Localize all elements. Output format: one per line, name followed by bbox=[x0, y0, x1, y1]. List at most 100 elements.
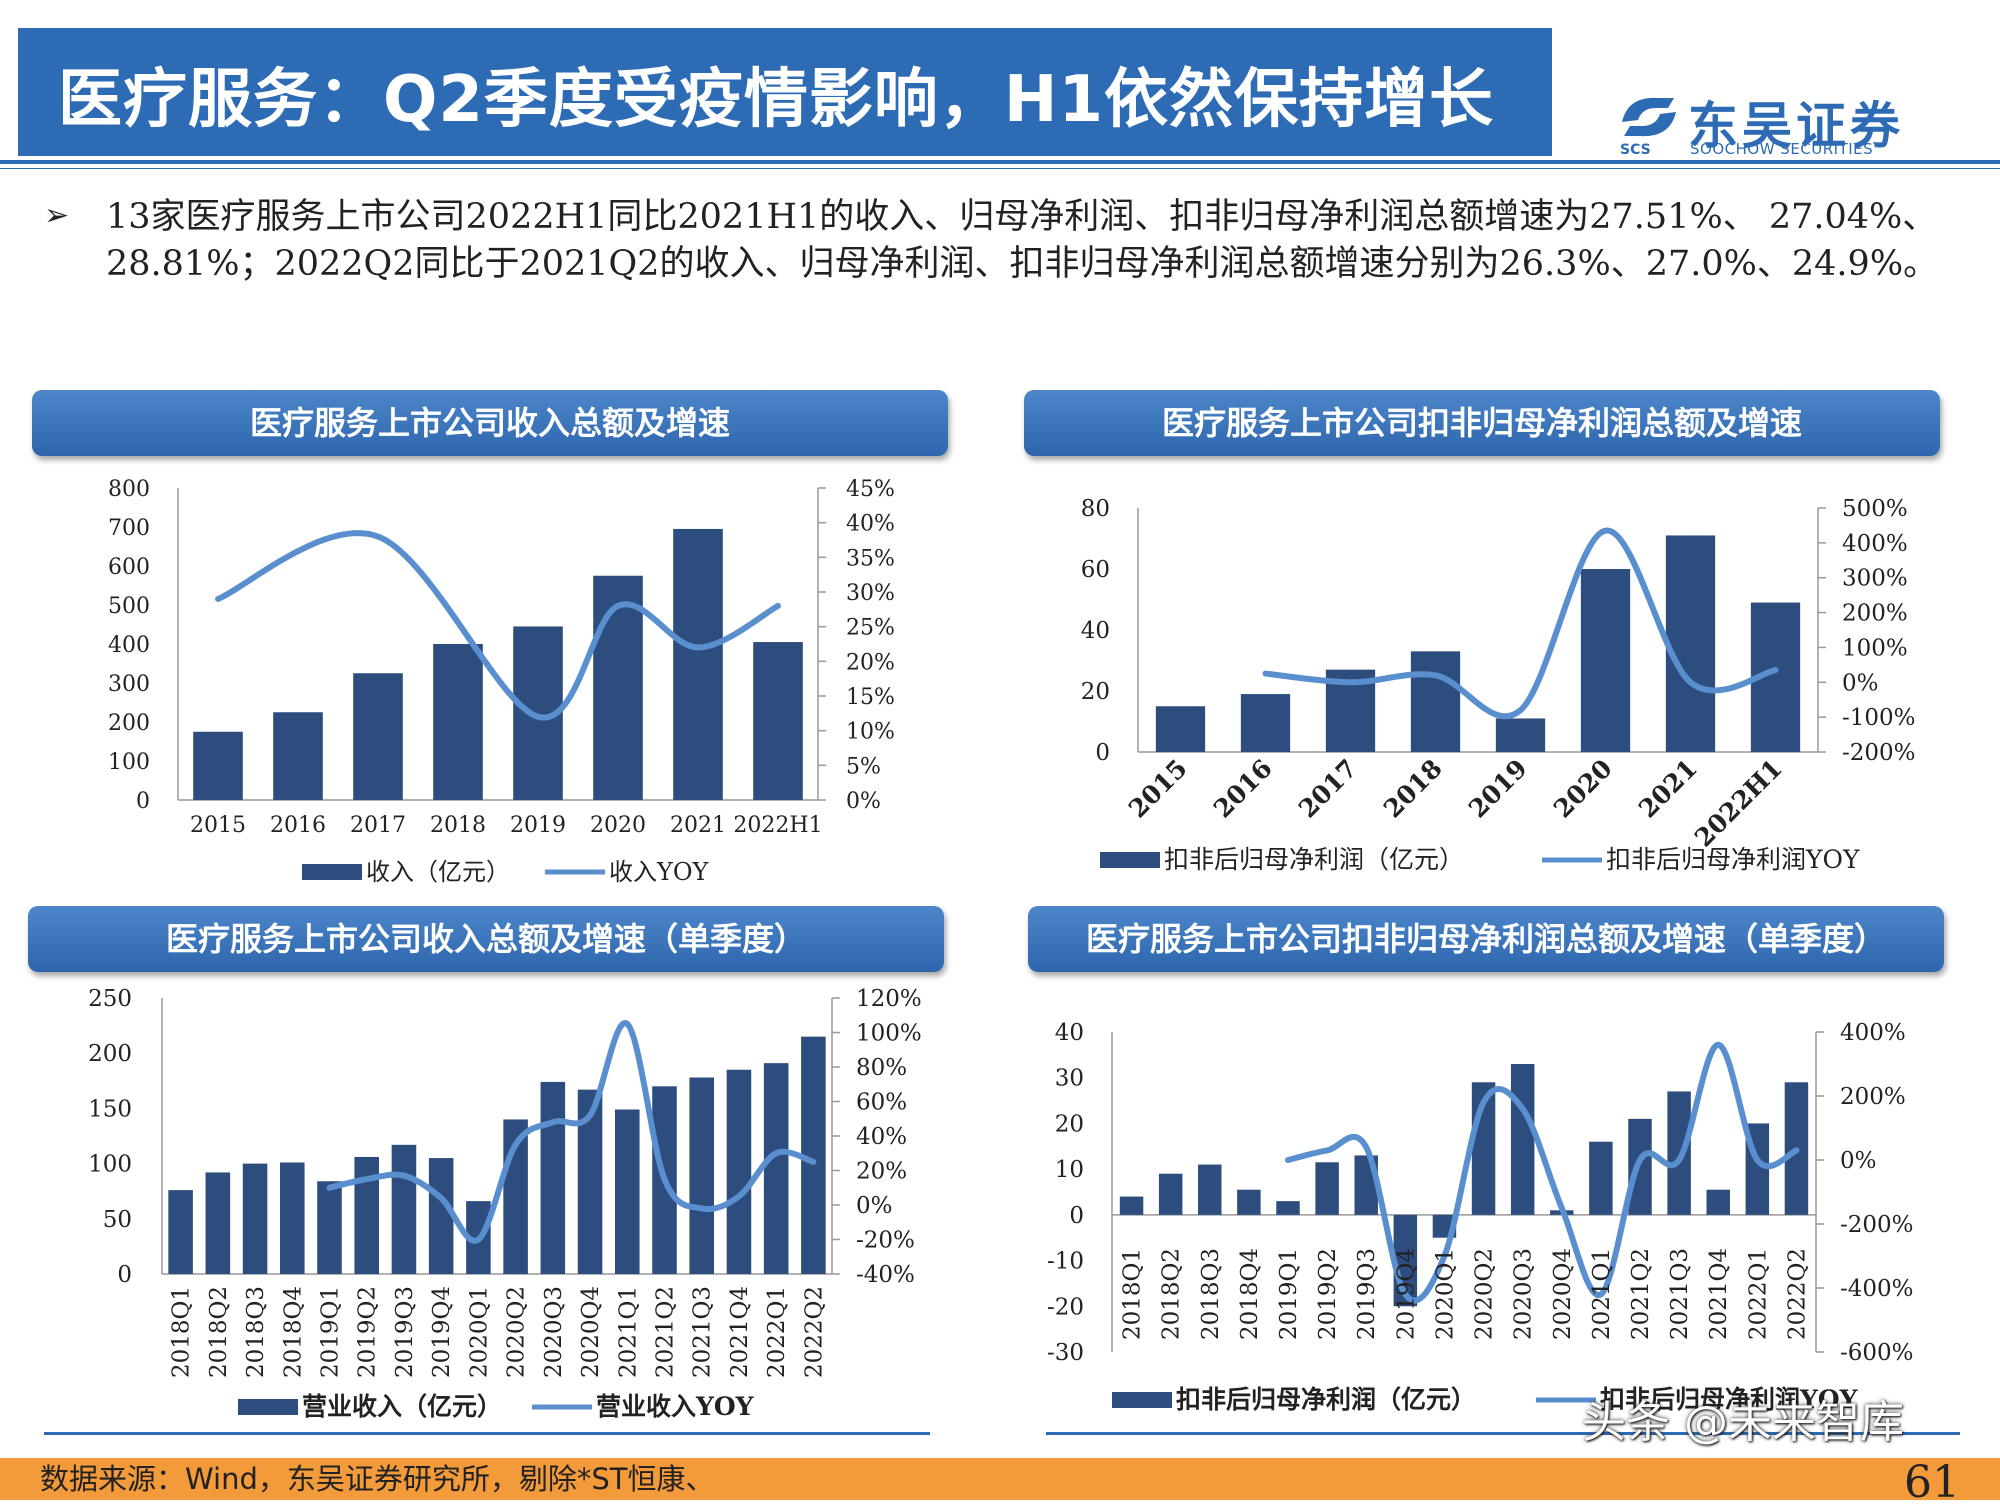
left-tick-label: 30 bbox=[1055, 1066, 1084, 1092]
bar bbox=[1580, 569, 1631, 752]
bar bbox=[353, 673, 403, 800]
bar bbox=[193, 731, 243, 800]
header-rule bbox=[0, 160, 2000, 164]
left-tick-label: -30 bbox=[1047, 1340, 1084, 1366]
left-tick-label: 800 bbox=[108, 477, 150, 502]
category-label: 2019Q3 bbox=[1354, 1248, 1380, 1340]
left-tick-label: 100 bbox=[88, 1152, 132, 1178]
category-label: 2021Q4 bbox=[1706, 1248, 1732, 1340]
category-label: 2018 bbox=[1378, 754, 1448, 824]
left-tick-label: 0 bbox=[1095, 740, 1110, 766]
bar bbox=[242, 1163, 268, 1274]
category-label: 2019Q4 bbox=[1393, 1248, 1419, 1340]
category-label: 2020Q1 bbox=[466, 1286, 492, 1378]
category-label: 2019Q1 bbox=[318, 1286, 344, 1378]
left-tick-label: 50 bbox=[103, 1207, 132, 1233]
chart4-title: 医疗服务上市公司扣非归母净利润总额及增速（单季度） bbox=[1028, 906, 1944, 972]
bar bbox=[205, 1172, 231, 1274]
legend-label: 扣非后归母净利润YOY bbox=[1600, 1385, 1859, 1414]
right-tick-label: 5% bbox=[846, 754, 881, 779]
left-tick-label: 40 bbox=[1055, 1020, 1084, 1046]
left-tick-label: 600 bbox=[108, 555, 150, 580]
right-tick-label: -400% bbox=[1840, 1276, 1914, 1302]
yoy-line bbox=[1262, 527, 1779, 720]
left-tick-label: 100 bbox=[108, 750, 150, 775]
bar bbox=[1276, 1201, 1300, 1215]
category-label: 2020 bbox=[1548, 754, 1618, 824]
bar bbox=[1315, 1162, 1339, 1215]
arrow-bullet-icon: ➢ bbox=[44, 198, 70, 233]
right-tick-label: 80% bbox=[856, 1055, 907, 1081]
right-tick-label: 200% bbox=[1840, 1084, 1906, 1110]
right-tick-label: 0% bbox=[1840, 1148, 1877, 1174]
bar bbox=[1706, 1189, 1730, 1215]
category-label: 2019 bbox=[510, 813, 566, 838]
bar bbox=[593, 575, 643, 800]
left-tick-label: -10 bbox=[1047, 1249, 1084, 1275]
category-label: 2021Q2 bbox=[1628, 1248, 1654, 1340]
left-tick-label: 0 bbox=[136, 789, 150, 814]
logo-name: 东吴证券 bbox=[1688, 97, 1904, 155]
left-tick-label: -20 bbox=[1047, 1294, 1084, 1320]
left-tick-label: 60 bbox=[1081, 557, 1110, 583]
category-label: 2018 bbox=[430, 813, 486, 838]
chart-revenue-annual: 0 100 200 300 400 500 600 700 800 0% 5% 10% 15% 20% 25… bbox=[108, 477, 895, 886]
left-tick-label: 20 bbox=[1055, 1111, 1084, 1137]
left-tick-label: 200 bbox=[108, 711, 150, 736]
bar bbox=[317, 1181, 342, 1274]
page-title: 医疗服务：Q2季度受疫情影响，H1依然保持增长 bbox=[58, 63, 1495, 137]
chart3-title: 医疗服务上市公司收入总额及增速（单季度） bbox=[28, 906, 944, 972]
bar bbox=[1410, 651, 1461, 752]
category-label: 2016 bbox=[1208, 754, 1278, 824]
category-label: 2021 bbox=[670, 813, 726, 838]
category-label: 2017 bbox=[1293, 754, 1363, 824]
category-label: 2021Q4 bbox=[727, 1286, 753, 1378]
right-tick-label: 100% bbox=[1842, 635, 1908, 661]
right-tick-label: 30% bbox=[846, 581, 895, 606]
category-label: 2022H1 bbox=[733, 813, 822, 838]
legend-label: 扣非后归母净利润（亿元） bbox=[1164, 845, 1464, 874]
category-label: 2018Q4 bbox=[280, 1286, 306, 1378]
category-label: 2022H1 bbox=[1689, 754, 1788, 853]
right-tick-label: -200% bbox=[1840, 1212, 1914, 1238]
bar bbox=[1510, 1064, 1535, 1215]
title-bar: 医疗服务：Q2季度受疫情影响，H1依然保持增长 bbox=[18, 28, 1552, 156]
right-tick-label: -200% bbox=[1842, 740, 1916, 766]
category-label: 2021Q2 bbox=[653, 1286, 679, 1378]
category-label: 2019Q4 bbox=[429, 1286, 455, 1378]
category-label: 2020Q3 bbox=[1511, 1248, 1537, 1340]
category-label: 2019Q2 bbox=[355, 1286, 381, 1378]
bar bbox=[763, 1063, 789, 1274]
left-tick-label: 20 bbox=[1081, 679, 1110, 705]
category-label: 2016 bbox=[270, 813, 326, 838]
left-tick-label: 10 bbox=[1055, 1157, 1084, 1183]
chart-revenue-quarterly: 0 50 100 150 200 250 -40% -20% 0% 20% 40% 60% 80% 100… bbox=[88, 986, 922, 1421]
left-tick-label: 0 bbox=[1069, 1203, 1084, 1229]
bar bbox=[1237, 1189, 1261, 1215]
category-label: 2018Q3 bbox=[243, 1286, 269, 1378]
footer-bar bbox=[0, 1458, 2000, 1500]
left-tick-label: 250 bbox=[88, 986, 132, 1012]
left-tick-label: 200 bbox=[88, 1041, 132, 1067]
header-rule-thin bbox=[0, 168, 2000, 169]
chart1-title: 医疗服务上市公司收入总额及增速 bbox=[32, 390, 948, 456]
left-tick-label: 400 bbox=[108, 633, 150, 658]
data-source: 数据来源：Wind，东吴证券研究所，剔除*ST恒康、 bbox=[40, 1462, 715, 1496]
bar bbox=[614, 1109, 640, 1274]
right-tick-label: 300% bbox=[1842, 566, 1908, 592]
left-tick-label: 700 bbox=[108, 516, 150, 541]
right-tick-label: 60% bbox=[856, 1090, 907, 1116]
bar bbox=[1119, 1196, 1144, 1215]
bar bbox=[1667, 1091, 1691, 1215]
right-tick-label: -100% bbox=[1842, 705, 1916, 731]
right-tick-label: 400% bbox=[1842, 531, 1908, 557]
right-tick-label: -20% bbox=[856, 1228, 915, 1254]
category-label: 2020Q4 bbox=[578, 1286, 604, 1378]
bar bbox=[433, 644, 483, 800]
category-label: 2018Q4 bbox=[1237, 1248, 1263, 1340]
category-label: 2018Q1 bbox=[1120, 1248, 1146, 1340]
category-label: 2022Q2 bbox=[801, 1286, 827, 1378]
category-label: 2020Q2 bbox=[1472, 1248, 1498, 1340]
right-tick-label: 40% bbox=[846, 512, 895, 537]
right-tick-label: 500% bbox=[1842, 496, 1908, 522]
